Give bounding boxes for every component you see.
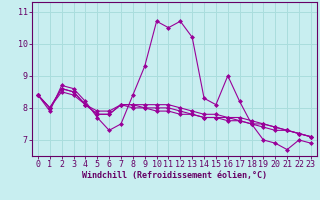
- X-axis label: Windchill (Refroidissement éolien,°C): Windchill (Refroidissement éolien,°C): [82, 171, 267, 180]
